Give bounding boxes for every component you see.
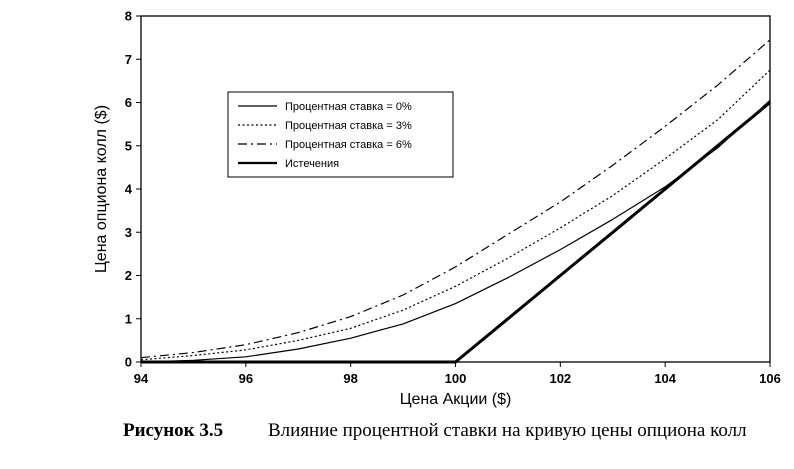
x-tick-label: 104 [654,371,676,386]
x-tick-label: 100 [445,371,467,386]
x-tick-label: 98 [343,371,357,386]
legend-label: Процентная ставка = 6% [285,139,412,151]
y-tick-label: 3 [125,225,132,240]
figure-caption: Рисунок 3.5 Влияние процентной ставки на … [123,420,747,442]
y-tick-label: 5 [125,138,132,153]
figure-caption-text: Влияние процентной ставки на кривую цены… [268,420,747,441]
y-tick-label: 7 [125,52,132,67]
axes: 0 1 2 3 4 5 6 7 8 94 96 98 100 102 104 106 [125,9,781,387]
y-axis-title: Цена опциона колл ($) [93,105,110,273]
x-tick-label: 102 [549,371,571,386]
x-axis-title: Цена Акции ($) [400,391,512,408]
call-option-chart: 0 1 2 3 4 5 6 7 8 94 96 98 100 102 104 106 Процентная с… [93,9,781,409]
series-line-4 [141,101,771,364]
y-tick-label: 8 [125,9,132,24]
y-tick-label: 6 [125,95,132,110]
legend-label: Истечения [285,158,339,170]
series-layer [140,39,771,364]
series-line-3 [140,39,771,359]
figure-label: Рисунок 3.5 [123,420,224,441]
legend-label: Процентная ставка = 0% [285,101,412,113]
legend-label: Процентная ставка = 3% [285,120,412,132]
y-tick-label: 1 [125,311,132,326]
x-tick-label: 94 [134,371,149,386]
x-tick-label: 96 [239,371,253,386]
y-tick-label: 4 [125,182,133,197]
series-line-1 [140,99,771,363]
plot-area-border [140,15,771,363]
y-tick-label: 0 [125,355,132,370]
y-tick-label: 2 [125,268,132,283]
legend: Процентная ставка = 0% Процентная ставка … [227,91,454,178]
x-tick-label: 106 [759,371,781,386]
series-line-2 [140,69,771,361]
